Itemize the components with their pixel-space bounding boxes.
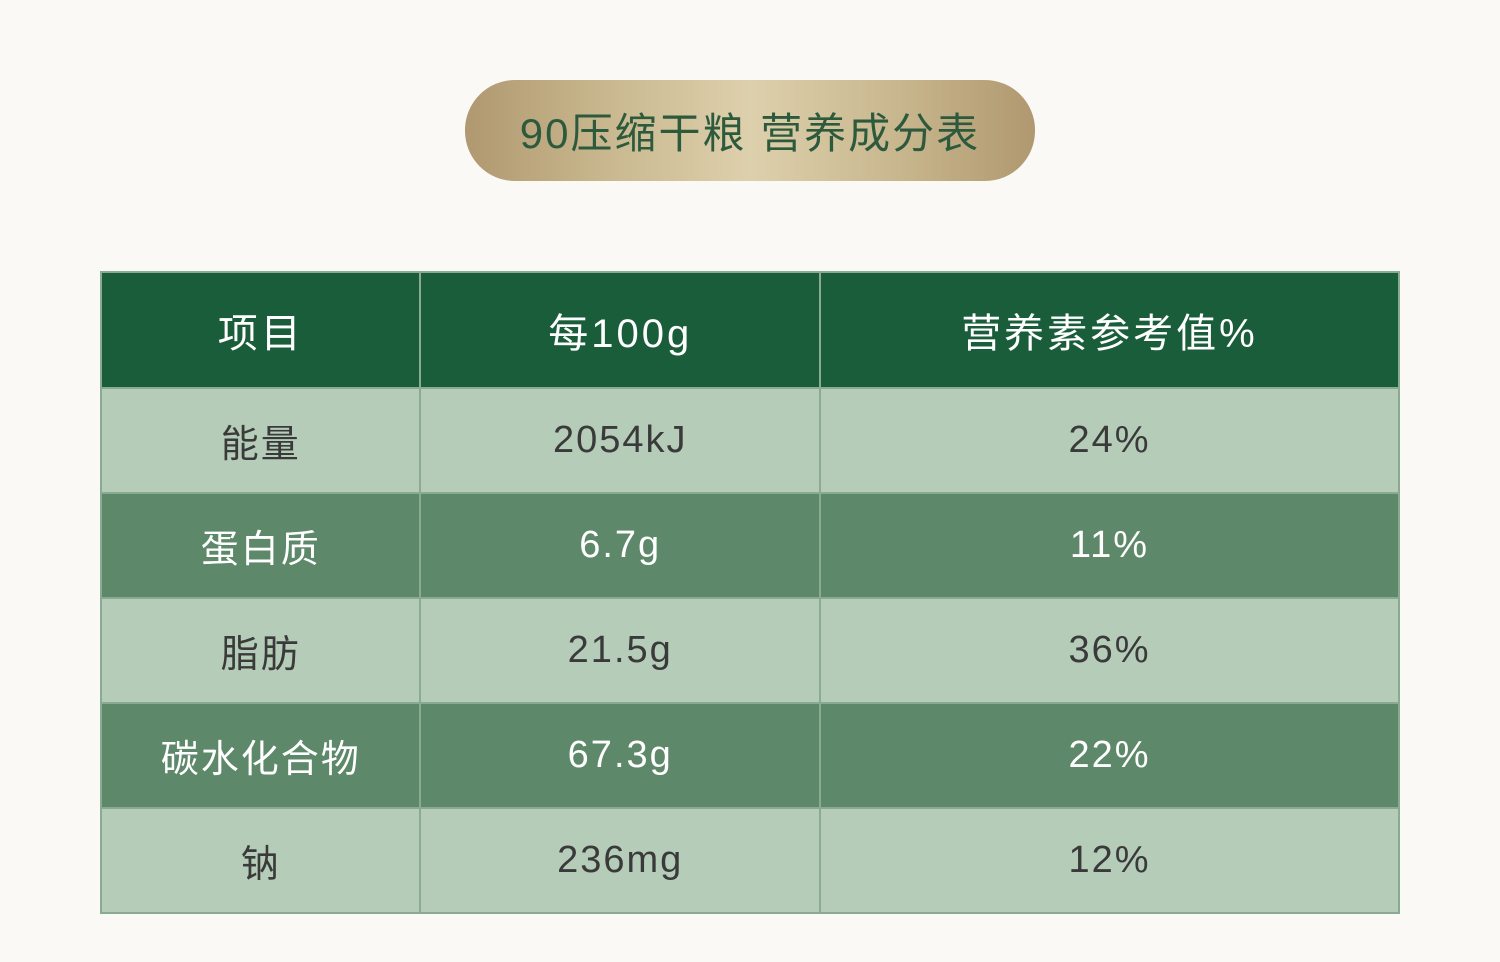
cell-per100g: 236mg <box>420 808 820 913</box>
cell-per100g: 21.5g <box>420 598 820 703</box>
table-row: 能量 2054kJ 24% <box>101 388 1399 493</box>
cell-item: 能量 <box>101 388 420 493</box>
title-text: 90压缩干粮 营养成分表 <box>520 110 980 157</box>
cell-per100g: 67.3g <box>420 703 820 808</box>
cell-item: 碳水化合物 <box>101 703 420 808</box>
cell-nrv: 12% <box>820 808 1399 913</box>
cell-nrv: 11% <box>820 493 1399 598</box>
cell-nrv: 36% <box>820 598 1399 703</box>
cell-per100g: 2054kJ <box>420 388 820 493</box>
nutrition-table: 项目 每100g 营养素参考值% 能量 2054kJ 24% 蛋白质 6.7g … <box>100 271 1400 914</box>
header-nrv: 营养素参考值% <box>820 272 1399 388</box>
table-row: 脂肪 21.5g 36% <box>101 598 1399 703</box>
header-per100g: 每100g <box>420 272 820 388</box>
cell-item: 钠 <box>101 808 420 913</box>
header-item: 项目 <box>101 272 420 388</box>
table-row: 钠 236mg 12% <box>101 808 1399 913</box>
table-row: 蛋白质 6.7g 11% <box>101 493 1399 598</box>
table-header-row: 项目 每100g 营养素参考值% <box>101 272 1399 388</box>
cell-nrv: 24% <box>820 388 1399 493</box>
table-row: 碳水化合物 67.3g 22% <box>101 703 1399 808</box>
cell-item: 蛋白质 <box>101 493 420 598</box>
title-badge: 90压缩干粮 营养成分表 <box>465 80 1035 181</box>
cell-nrv: 22% <box>820 703 1399 808</box>
cell-item: 脂肪 <box>101 598 420 703</box>
cell-per100g: 6.7g <box>420 493 820 598</box>
